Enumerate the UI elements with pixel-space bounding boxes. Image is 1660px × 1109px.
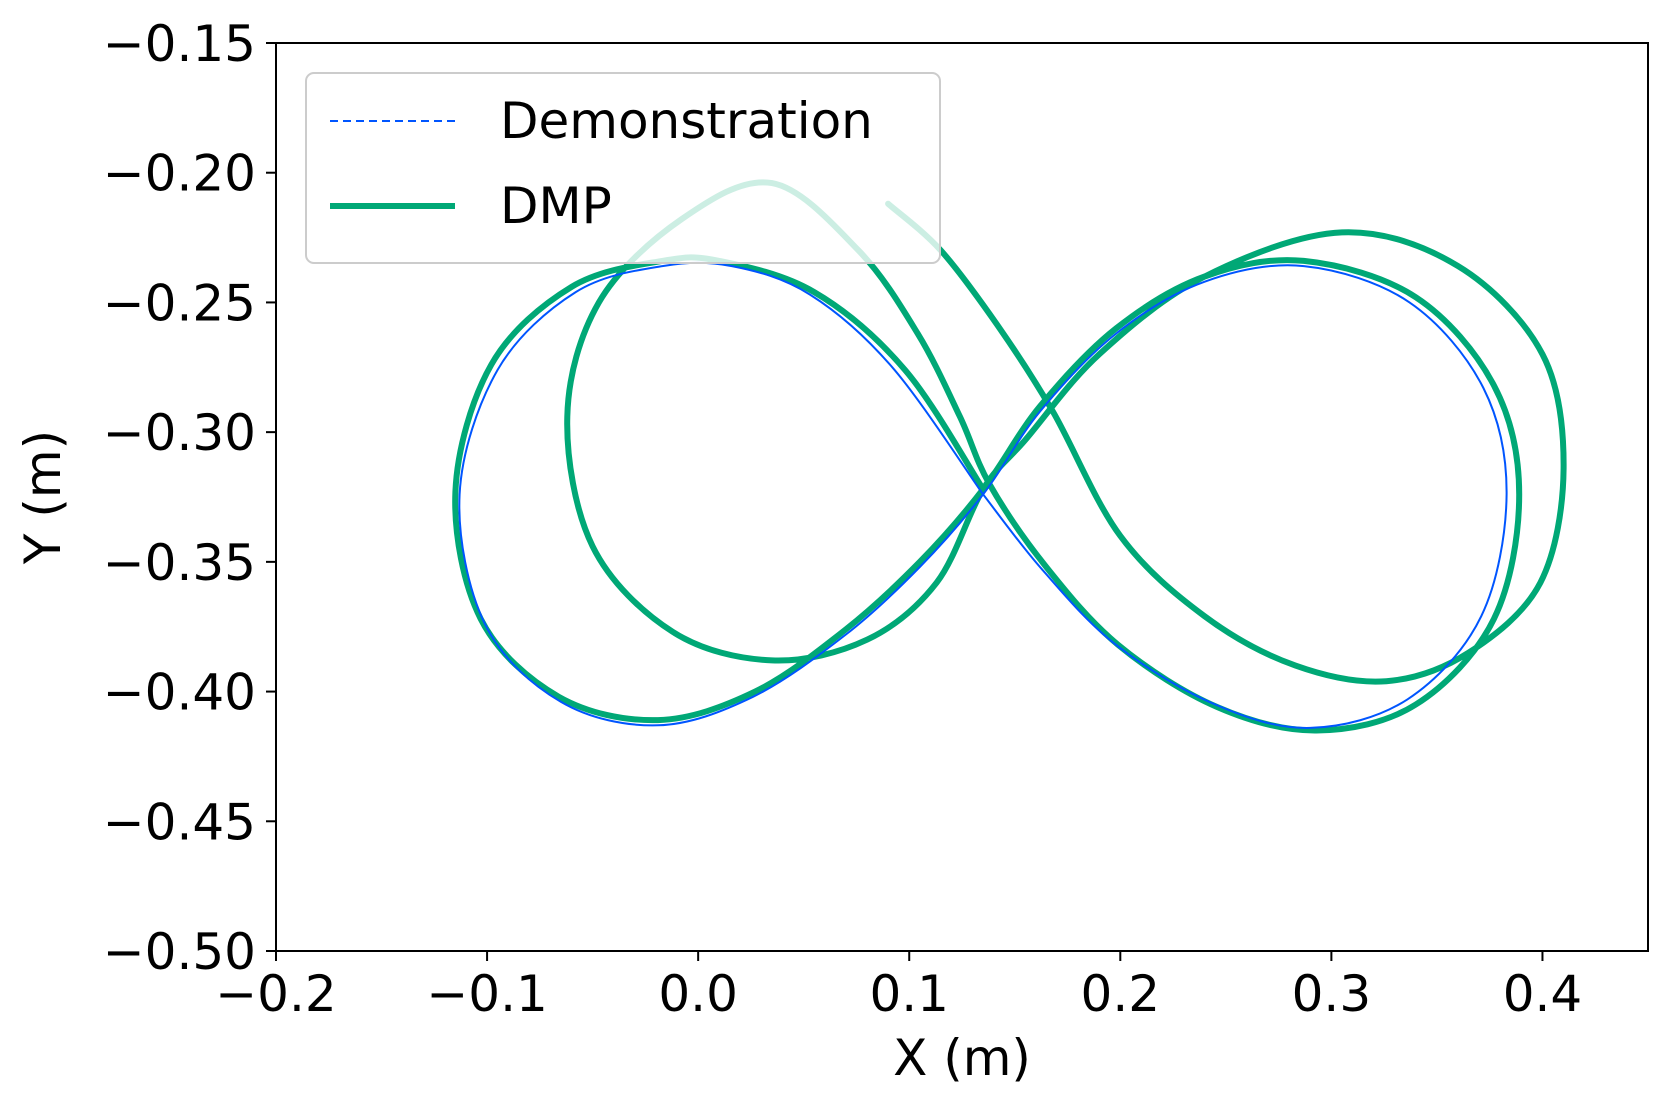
x-tick-label: 0.0 [658,965,738,1023]
y-tick-label: −0.40 [103,664,256,722]
y-axis-ticks: −0.15 −0.20 −0.25 −0.30 −0.35 −0.40 −0.45 −0.50 [103,15,276,981]
x-tick-label: −0.1 [426,965,547,1023]
legend-box [305,72,941,264]
x-tick-label: −0.2 [215,965,336,1023]
y-tick-label: −0.15 [103,15,256,73]
legend-demonstration-label: Demonstration [500,92,873,150]
plot-lines [452,179,1567,734]
legend-dmp-label: DMP [500,177,612,235]
series-line-dmp [452,179,1567,734]
y-tick-label: −0.20 [103,145,256,203]
x-axis-label: X (m) [893,1029,1031,1087]
legend: Demonstration DMP [305,72,941,264]
x-tick-label: 0.3 [1292,965,1372,1023]
y-tick-label: −0.30 [103,404,256,462]
y-tick-label: −0.50 [103,923,256,981]
y-tick-label: −0.25 [103,274,256,332]
x-tick-label: 0.1 [869,965,949,1023]
y-axis-label: Y (m) [14,430,72,565]
series-line-demonstration [458,261,1508,729]
x-axis-ticks: −0.2 −0.1 0.0 0.1 0.2 0.3 0.4 [215,951,1582,1023]
y-tick-label: −0.35 [103,534,256,592]
plot-frame [275,42,1649,952]
x-tick-label: 0.2 [1081,965,1161,1023]
y-tick-label: −0.45 [103,793,256,851]
x-tick-label: 0.4 [1503,965,1583,1023]
